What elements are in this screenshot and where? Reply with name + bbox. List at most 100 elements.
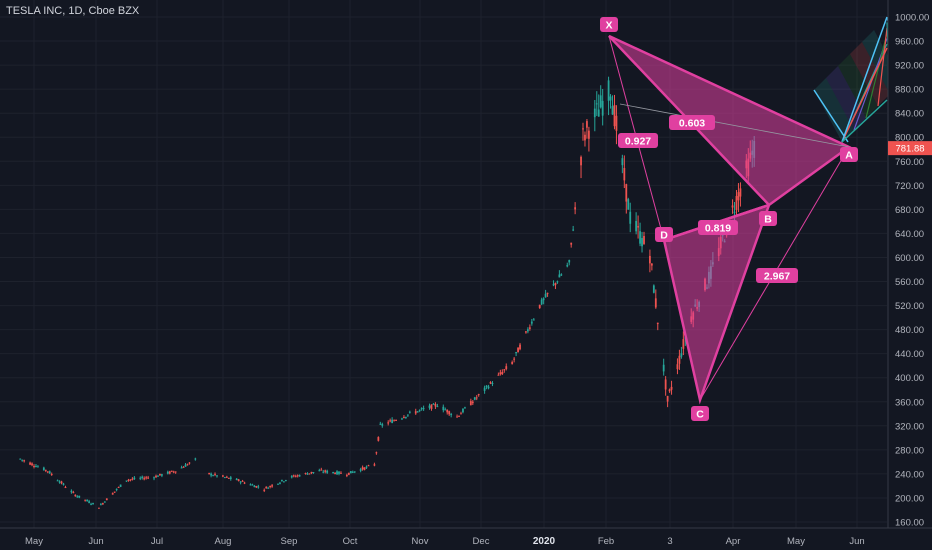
candle xyxy=(501,369,504,376)
candle-body xyxy=(613,105,616,127)
candle xyxy=(635,212,638,235)
candle-body xyxy=(70,490,73,493)
candle-body xyxy=(153,477,155,479)
candle xyxy=(90,502,92,506)
candle-body xyxy=(210,473,212,476)
candle xyxy=(320,467,323,471)
candle xyxy=(111,492,114,495)
candle xyxy=(405,416,407,419)
current-price-badge xyxy=(888,141,932,156)
candle-body xyxy=(143,478,146,480)
candle xyxy=(105,498,108,501)
candle-body xyxy=(446,409,449,413)
candle-body xyxy=(656,322,659,325)
candle-body xyxy=(133,477,136,480)
candle-body xyxy=(505,366,508,370)
candle-body xyxy=(652,285,655,293)
candle-body xyxy=(281,479,283,482)
candle xyxy=(588,126,590,152)
candle xyxy=(460,411,462,415)
label-box xyxy=(655,227,673,242)
candle xyxy=(544,289,547,298)
price-tick-label: 160.00 xyxy=(895,518,924,529)
candle xyxy=(469,398,472,406)
candle xyxy=(584,131,586,147)
candle-body xyxy=(161,474,163,476)
candle-body xyxy=(186,464,189,466)
candle xyxy=(283,481,285,483)
ratio-text: 2.967 xyxy=(764,271,790,283)
candle-body xyxy=(739,188,742,197)
candle-body xyxy=(566,265,569,267)
candle-body xyxy=(222,475,224,477)
candle-body xyxy=(381,424,384,426)
pattern-point-label: C xyxy=(691,406,709,421)
candle-body xyxy=(544,293,547,298)
candle xyxy=(483,385,486,394)
candle xyxy=(359,467,362,473)
candle-body xyxy=(513,358,516,360)
candle-body xyxy=(324,470,327,472)
candle xyxy=(393,419,395,422)
candle xyxy=(353,471,356,474)
candle-body xyxy=(442,406,445,411)
candle-body xyxy=(611,106,614,115)
candle xyxy=(129,479,132,482)
fib-edge xyxy=(841,99,888,143)
candle xyxy=(253,484,256,488)
time-axis[interactable]: May Jun Jul Aug Sep Oct Nov Dec 2020 Feb 3 Apr May Ju… xyxy=(0,527,932,550)
candle xyxy=(458,415,460,418)
candle xyxy=(450,412,453,418)
candle xyxy=(615,105,618,145)
candle xyxy=(70,489,73,494)
candle xyxy=(377,436,380,442)
candle-body xyxy=(306,473,309,475)
candle xyxy=(322,469,325,474)
candle xyxy=(403,415,405,419)
candle xyxy=(503,368,506,373)
candle xyxy=(267,486,270,489)
candle-body xyxy=(283,481,285,483)
candle xyxy=(401,417,403,420)
candle-body xyxy=(253,485,256,488)
candle xyxy=(349,470,352,474)
candle xyxy=(678,349,681,370)
candle xyxy=(601,88,604,126)
candle-body xyxy=(662,364,665,372)
candle-body xyxy=(21,459,24,461)
candle-body xyxy=(31,463,33,466)
candle-body xyxy=(401,418,403,420)
candle-body xyxy=(444,409,447,411)
candle xyxy=(92,502,94,505)
candle-body xyxy=(58,481,61,483)
candle xyxy=(532,318,535,321)
candle xyxy=(74,494,77,497)
candle xyxy=(639,222,641,247)
candle-body xyxy=(257,486,260,488)
candle-body xyxy=(574,207,577,210)
candle-body xyxy=(349,471,352,474)
candle-body xyxy=(208,472,211,475)
candle xyxy=(306,472,309,475)
candle xyxy=(607,76,610,116)
candle xyxy=(558,270,561,278)
price-tick-label: 760.00 xyxy=(895,157,924,168)
candle-body xyxy=(733,211,736,213)
candle-body xyxy=(527,329,529,332)
candle-body xyxy=(62,483,65,485)
candle-body xyxy=(458,415,460,417)
candle xyxy=(625,183,628,214)
candle-body xyxy=(115,488,118,490)
price-axis[interactable]: 1000.00 960.00 920.00 880.00 840.00 800.00 760… xyxy=(887,0,932,529)
candle-body xyxy=(609,96,612,101)
candle-body xyxy=(497,374,500,376)
candle-body xyxy=(345,475,348,477)
candle-body xyxy=(33,465,35,467)
candle-body xyxy=(78,495,81,498)
candle-body xyxy=(332,471,334,473)
candle-body xyxy=(503,369,506,371)
time-tick-label: May xyxy=(787,536,805,547)
harmonic-pattern[interactable] xyxy=(608,34,852,405)
